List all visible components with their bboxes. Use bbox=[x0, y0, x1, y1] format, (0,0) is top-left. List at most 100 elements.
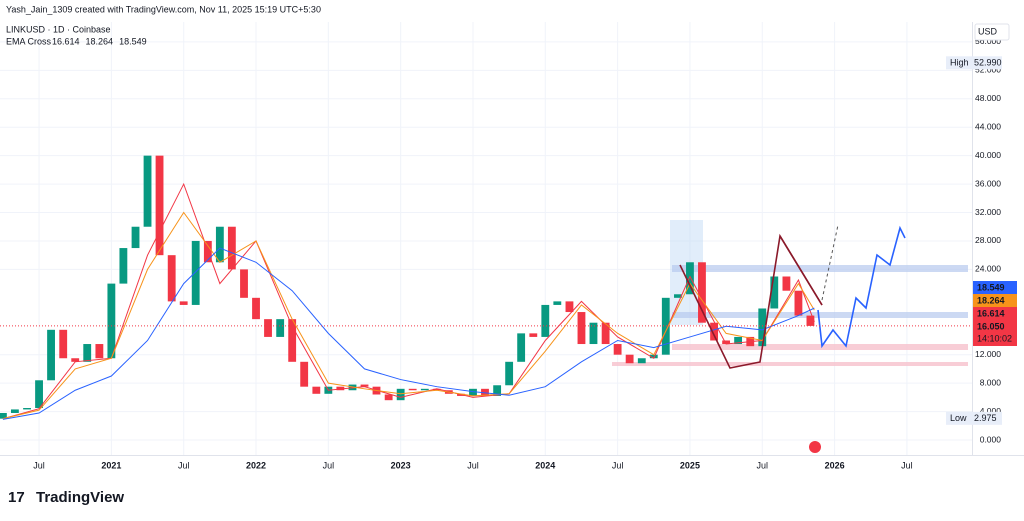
candle-body bbox=[505, 361, 514, 386]
candle-body bbox=[119, 248, 128, 284]
y-tick-label: 0.000 bbox=[980, 434, 1002, 444]
candle-body bbox=[227, 226, 236, 270]
candle-body bbox=[336, 386, 345, 391]
candle-body bbox=[300, 361, 309, 387]
y-tick-label: 24.000 bbox=[975, 264, 1001, 274]
logo-mark: ⁠17 bbox=[8, 489, 25, 506]
projection-arrow bbox=[821, 224, 839, 301]
high-box bbox=[946, 56, 1002, 70]
candle-body bbox=[782, 276, 791, 291]
resistance-zone bbox=[672, 265, 968, 272]
candle-body bbox=[155, 155, 164, 256]
candle-body bbox=[191, 240, 200, 305]
y-tick-label: 28.000 bbox=[975, 235, 1001, 245]
candle-body bbox=[384, 394, 393, 401]
y-tick-label: 4.000 bbox=[980, 406, 1002, 416]
legend-value: 18.264 bbox=[86, 36, 114, 46]
candle-body bbox=[23, 408, 31, 410]
projection-path bbox=[817, 225, 906, 349]
price-badge-label: 18.549 bbox=[977, 282, 1005, 292]
candle-body bbox=[637, 358, 646, 364]
support-zone bbox=[672, 312, 968, 318]
candle-body bbox=[710, 322, 719, 341]
candle-body bbox=[601, 322, 610, 345]
ema-line bbox=[2, 182, 815, 420]
candle-body bbox=[541, 304, 550, 337]
x-tick-label: 2022 bbox=[246, 460, 266, 470]
candle-body bbox=[312, 386, 321, 394]
candle-body bbox=[215, 226, 224, 263]
y-tick-label: 40.000 bbox=[975, 150, 1001, 160]
x-tick-label: Jul bbox=[33, 460, 45, 470]
y-tick-label: 8.000 bbox=[980, 377, 1002, 387]
price-badge bbox=[973, 307, 1017, 320]
legend-value: 18.549 bbox=[119, 36, 147, 46]
candle-body bbox=[10, 409, 19, 413]
indicator-name: EMA Cross bbox=[6, 36, 52, 46]
candle-body bbox=[613, 344, 622, 355]
candle-body bbox=[734, 336, 743, 345]
x-tick-label: Jul bbox=[757, 460, 769, 470]
candle-body bbox=[661, 297, 670, 355]
candle-body bbox=[360, 384, 369, 387]
ema-line bbox=[2, 211, 815, 420]
candle-body bbox=[107, 283, 116, 359]
x-tick-label: 2026 bbox=[825, 460, 845, 470]
candle-body bbox=[529, 333, 538, 337]
y-tick-label: 36.000 bbox=[975, 178, 1001, 188]
x-tick-label: 2023 bbox=[391, 460, 411, 470]
last-price-label: 16.050 bbox=[977, 321, 1005, 331]
candle-body bbox=[432, 388, 441, 391]
y-tick-label: 52.000 bbox=[975, 65, 1001, 75]
candle-body bbox=[686, 262, 694, 295]
candle-body bbox=[589, 322, 598, 345]
y-tick-label: 44.000 bbox=[975, 121, 1001, 131]
event-icon bbox=[809, 441, 821, 453]
candle-body bbox=[95, 344, 104, 359]
candle-body bbox=[674, 294, 682, 298]
candle-body bbox=[722, 340, 731, 345]
candle-body bbox=[288, 319, 297, 362]
low-value: 2.975 bbox=[974, 413, 997, 423]
x-tick-label: 2025 bbox=[680, 460, 700, 470]
low-box bbox=[946, 411, 1002, 425]
candle-body bbox=[252, 297, 260, 320]
candle-body bbox=[698, 262, 706, 323]
candle-body bbox=[35, 380, 43, 409]
candle-body bbox=[794, 290, 803, 316]
candle-body bbox=[577, 312, 586, 345]
candle-body bbox=[625, 354, 634, 364]
candle-body bbox=[420, 388, 429, 391]
candle-body bbox=[770, 276, 779, 309]
x-tick-label: Jul bbox=[901, 460, 913, 470]
legend-value: 16.614 bbox=[52, 36, 80, 46]
candle-body bbox=[59, 329, 68, 359]
x-tick-label: Jul bbox=[467, 460, 479, 470]
x-tick-label: 2024 bbox=[535, 460, 555, 470]
currency-box[interactable] bbox=[974, 23, 1010, 41]
candle-body bbox=[408, 388, 417, 391]
high-value: 52.990 bbox=[974, 58, 1002, 68]
price-badge bbox=[973, 281, 1017, 294]
axes: 0.000 4.000 8.000 12.000 24.000 28.000 32.000 3… bbox=[0, 36, 1017, 470]
annotations bbox=[679, 224, 906, 453]
candle-body bbox=[47, 329, 55, 381]
price-badge-label: 16.614 bbox=[977, 308, 1005, 318]
x-tick-label: Jul bbox=[612, 460, 624, 470]
candle-body bbox=[396, 388, 405, 401]
candle-body bbox=[517, 333, 526, 362]
logo: TradingView bbox=[36, 489, 124, 506]
candle-body bbox=[276, 319, 285, 337]
x-tick-label: 2021 bbox=[101, 460, 121, 470]
low-label: Low bbox=[950, 413, 967, 423]
demand-zone bbox=[612, 362, 968, 366]
x-tick-label: Jul bbox=[323, 460, 335, 470]
candle-body bbox=[131, 226, 140, 249]
y-tick-label: 32.000 bbox=[975, 207, 1001, 217]
ema-lines bbox=[2, 182, 815, 420]
last-price-badge bbox=[973, 320, 1017, 346]
countdown: 14:10:02 bbox=[977, 333, 1012, 343]
candle-body bbox=[553, 301, 562, 305]
price-badge-label: 18.264 bbox=[977, 295, 1005, 305]
